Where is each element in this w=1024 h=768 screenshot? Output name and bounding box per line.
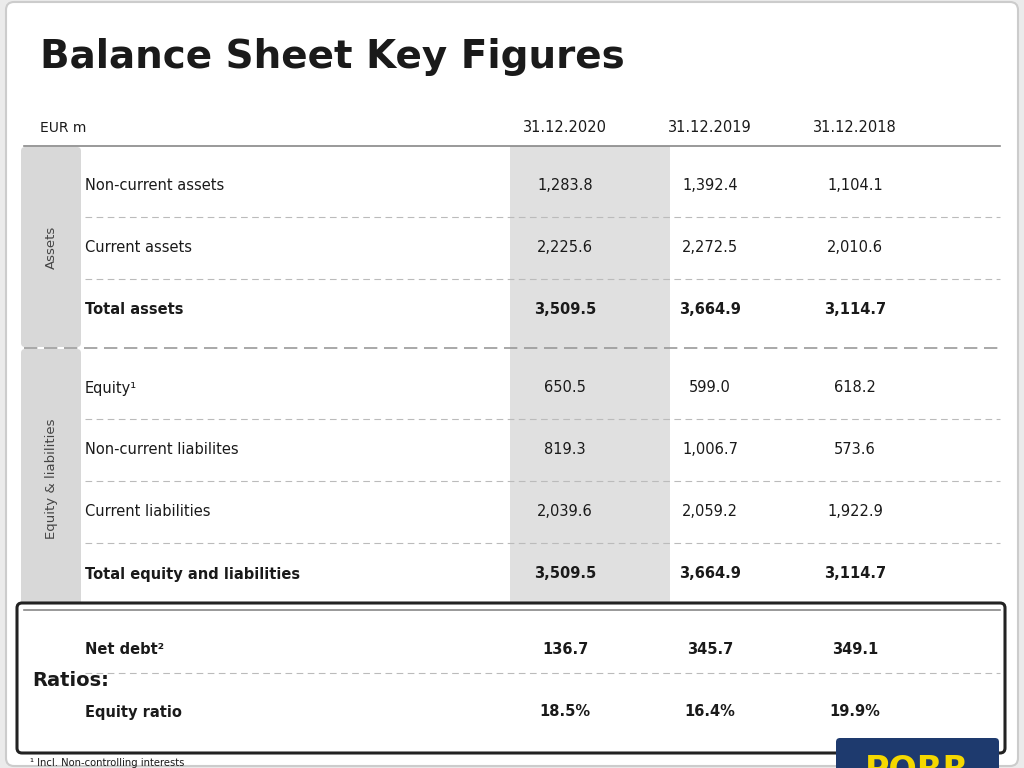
Text: 3,509.5: 3,509.5 [534, 303, 596, 317]
Text: 1,922.9: 1,922.9 [827, 505, 883, 519]
Text: 1,392.4: 1,392.4 [682, 178, 738, 194]
Text: 573.6: 573.6 [835, 442, 876, 458]
Text: 599.0: 599.0 [689, 380, 731, 396]
Bar [510, 146, 670, 753]
Text: EUR m: EUR m [40, 121, 86, 135]
Text: ¹ Incl. Non-controlling interests: ¹ Incl. Non-controlling interests [30, 758, 184, 768]
Text: Balance Sheet Key Figures: Balance Sheet Key Figures [40, 38, 625, 76]
Text: 1,006.7: 1,006.7 [682, 442, 738, 458]
Text: 349.1: 349.1 [831, 643, 879, 657]
Text: 3,664.9: 3,664.9 [679, 303, 741, 317]
Text: Current liabilities: Current liabilities [85, 505, 211, 519]
Text: 136.7: 136.7 [542, 643, 588, 657]
Text: 819.3: 819.3 [544, 442, 586, 458]
Text: Equity ratio: Equity ratio [85, 704, 182, 720]
Text: Assets: Assets [44, 225, 57, 269]
FancyBboxPatch shape [22, 349, 81, 609]
Text: 3,509.5: 3,509.5 [534, 567, 596, 581]
Text: Net debt²: Net debt² [85, 643, 164, 657]
Text: 16.4%: 16.4% [685, 704, 735, 720]
Text: 3,114.7: 3,114.7 [824, 303, 886, 317]
FancyBboxPatch shape [17, 603, 1005, 753]
Text: 618.2: 618.2 [835, 380, 876, 396]
Text: 31.12.2019: 31.12.2019 [668, 121, 752, 135]
Text: 3,114.7: 3,114.7 [824, 567, 886, 581]
Text: PORR: PORR [865, 754, 970, 768]
Text: 2,010.6: 2,010.6 [827, 240, 883, 256]
Text: 650.5: 650.5 [544, 380, 586, 396]
Text: Total equity and liabilities: Total equity and liabilities [85, 567, 300, 581]
Text: 31.12.2020: 31.12.2020 [523, 121, 607, 135]
Text: 18.5%: 18.5% [540, 704, 591, 720]
Text: 1,283.8: 1,283.8 [538, 178, 593, 194]
Text: Equity¹: Equity¹ [85, 380, 137, 396]
Text: Total assets: Total assets [85, 303, 183, 317]
Text: 3,664.9: 3,664.9 [679, 567, 741, 581]
FancyBboxPatch shape [836, 738, 999, 768]
FancyBboxPatch shape [6, 2, 1018, 766]
Text: Current assets: Current assets [85, 240, 193, 256]
Text: Equity & liabilities: Equity & liabilities [44, 419, 57, 539]
Text: 2,225.6: 2,225.6 [537, 240, 593, 256]
Text: 2,059.2: 2,059.2 [682, 505, 738, 519]
Text: 2,039.6: 2,039.6 [538, 505, 593, 519]
Text: 19.9%: 19.9% [829, 704, 881, 720]
Text: 1,104.1: 1,104.1 [827, 178, 883, 194]
Text: 31.12.2018: 31.12.2018 [813, 121, 897, 135]
Text: 2,272.5: 2,272.5 [682, 240, 738, 256]
Text: 345.7: 345.7 [687, 643, 733, 657]
Text: Ratios:: Ratios: [32, 671, 109, 690]
FancyBboxPatch shape [22, 147, 81, 347]
Text: Non-current liabilites: Non-current liabilites [85, 442, 239, 458]
Text: Non-current assets: Non-current assets [85, 178, 224, 194]
